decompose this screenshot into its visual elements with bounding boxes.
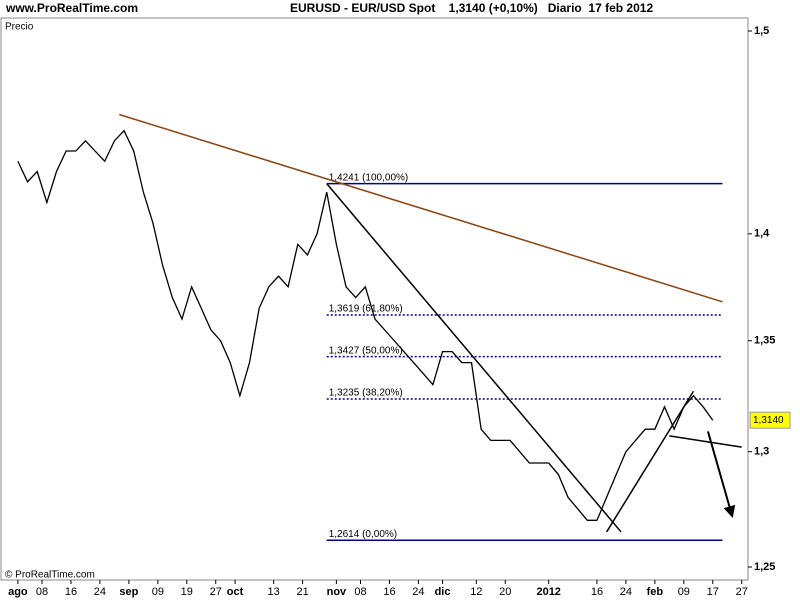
trendline xyxy=(706,431,736,519)
plot-frame xyxy=(0,17,749,581)
fib-label: 1,2614 (0,00%) xyxy=(329,529,397,540)
x-tick-label: 24 xyxy=(620,586,632,598)
x-tick-label: 16 xyxy=(383,586,395,598)
x-tick-label: oct xyxy=(227,586,244,598)
title: EURUSD - EUR/USD Spot 1,3140 (+0,10%) Di… xyxy=(290,1,653,15)
x-tick-label: 08 xyxy=(354,586,366,598)
x-tick-label: ago xyxy=(8,586,28,598)
panel-label: Precio xyxy=(5,22,34,33)
trendline xyxy=(669,435,742,448)
x-tick-label: 09 xyxy=(152,586,164,598)
x-tick-label: 13 xyxy=(268,586,280,598)
x-tick-label: 17 xyxy=(707,586,719,598)
x-tick-label: dic xyxy=(435,586,451,598)
price-line xyxy=(17,129,714,521)
x-tick-label: 21 xyxy=(296,586,308,598)
x-tick-label: nov xyxy=(327,586,347,598)
fib-label: 1,3427 (50,00%) xyxy=(329,345,403,356)
x-tick-label: 27 xyxy=(736,586,748,598)
site: www.ProRealTime.com xyxy=(5,1,138,15)
trendline xyxy=(326,183,622,533)
x-tick-label: 16 xyxy=(591,586,603,598)
x-tick-label: sep xyxy=(119,586,138,598)
x-tick-label: 27 xyxy=(210,586,222,598)
x-tick-label: 24 xyxy=(412,586,424,598)
last-value-label: 1,3140 xyxy=(753,415,784,426)
x-tick-label: 08 xyxy=(36,586,48,598)
fib-label: 1,3619 (61,80%) xyxy=(329,304,403,315)
y-tick-label: 1,4 xyxy=(754,228,770,240)
x-tick-label: 16 xyxy=(65,586,77,598)
x-tick-label: 24 xyxy=(94,586,106,598)
fib-label: 1,3235 (38,20%) xyxy=(329,388,403,399)
y-tick-label: 1,5 xyxy=(754,25,769,37)
y-tick-label: 1,3 xyxy=(754,446,769,458)
footer: © ProRealTime.com xyxy=(5,570,95,581)
y-tick-label: 1,25 xyxy=(754,561,775,573)
trendline xyxy=(605,390,695,533)
y-tick-label: 1,35 xyxy=(754,335,775,347)
x-tick-label: 12 xyxy=(470,586,482,598)
x-tick-label: 20 xyxy=(499,586,511,598)
trendline xyxy=(119,113,723,303)
x-tick-label: 19 xyxy=(181,586,193,598)
x-tick-label: feb xyxy=(647,586,664,598)
x-tick-label: 09 xyxy=(678,586,690,598)
x-tick-label: 2012 xyxy=(536,586,560,598)
fib-label: 1,4241 (100,00%) xyxy=(329,172,409,183)
last-value-box xyxy=(749,411,791,429)
